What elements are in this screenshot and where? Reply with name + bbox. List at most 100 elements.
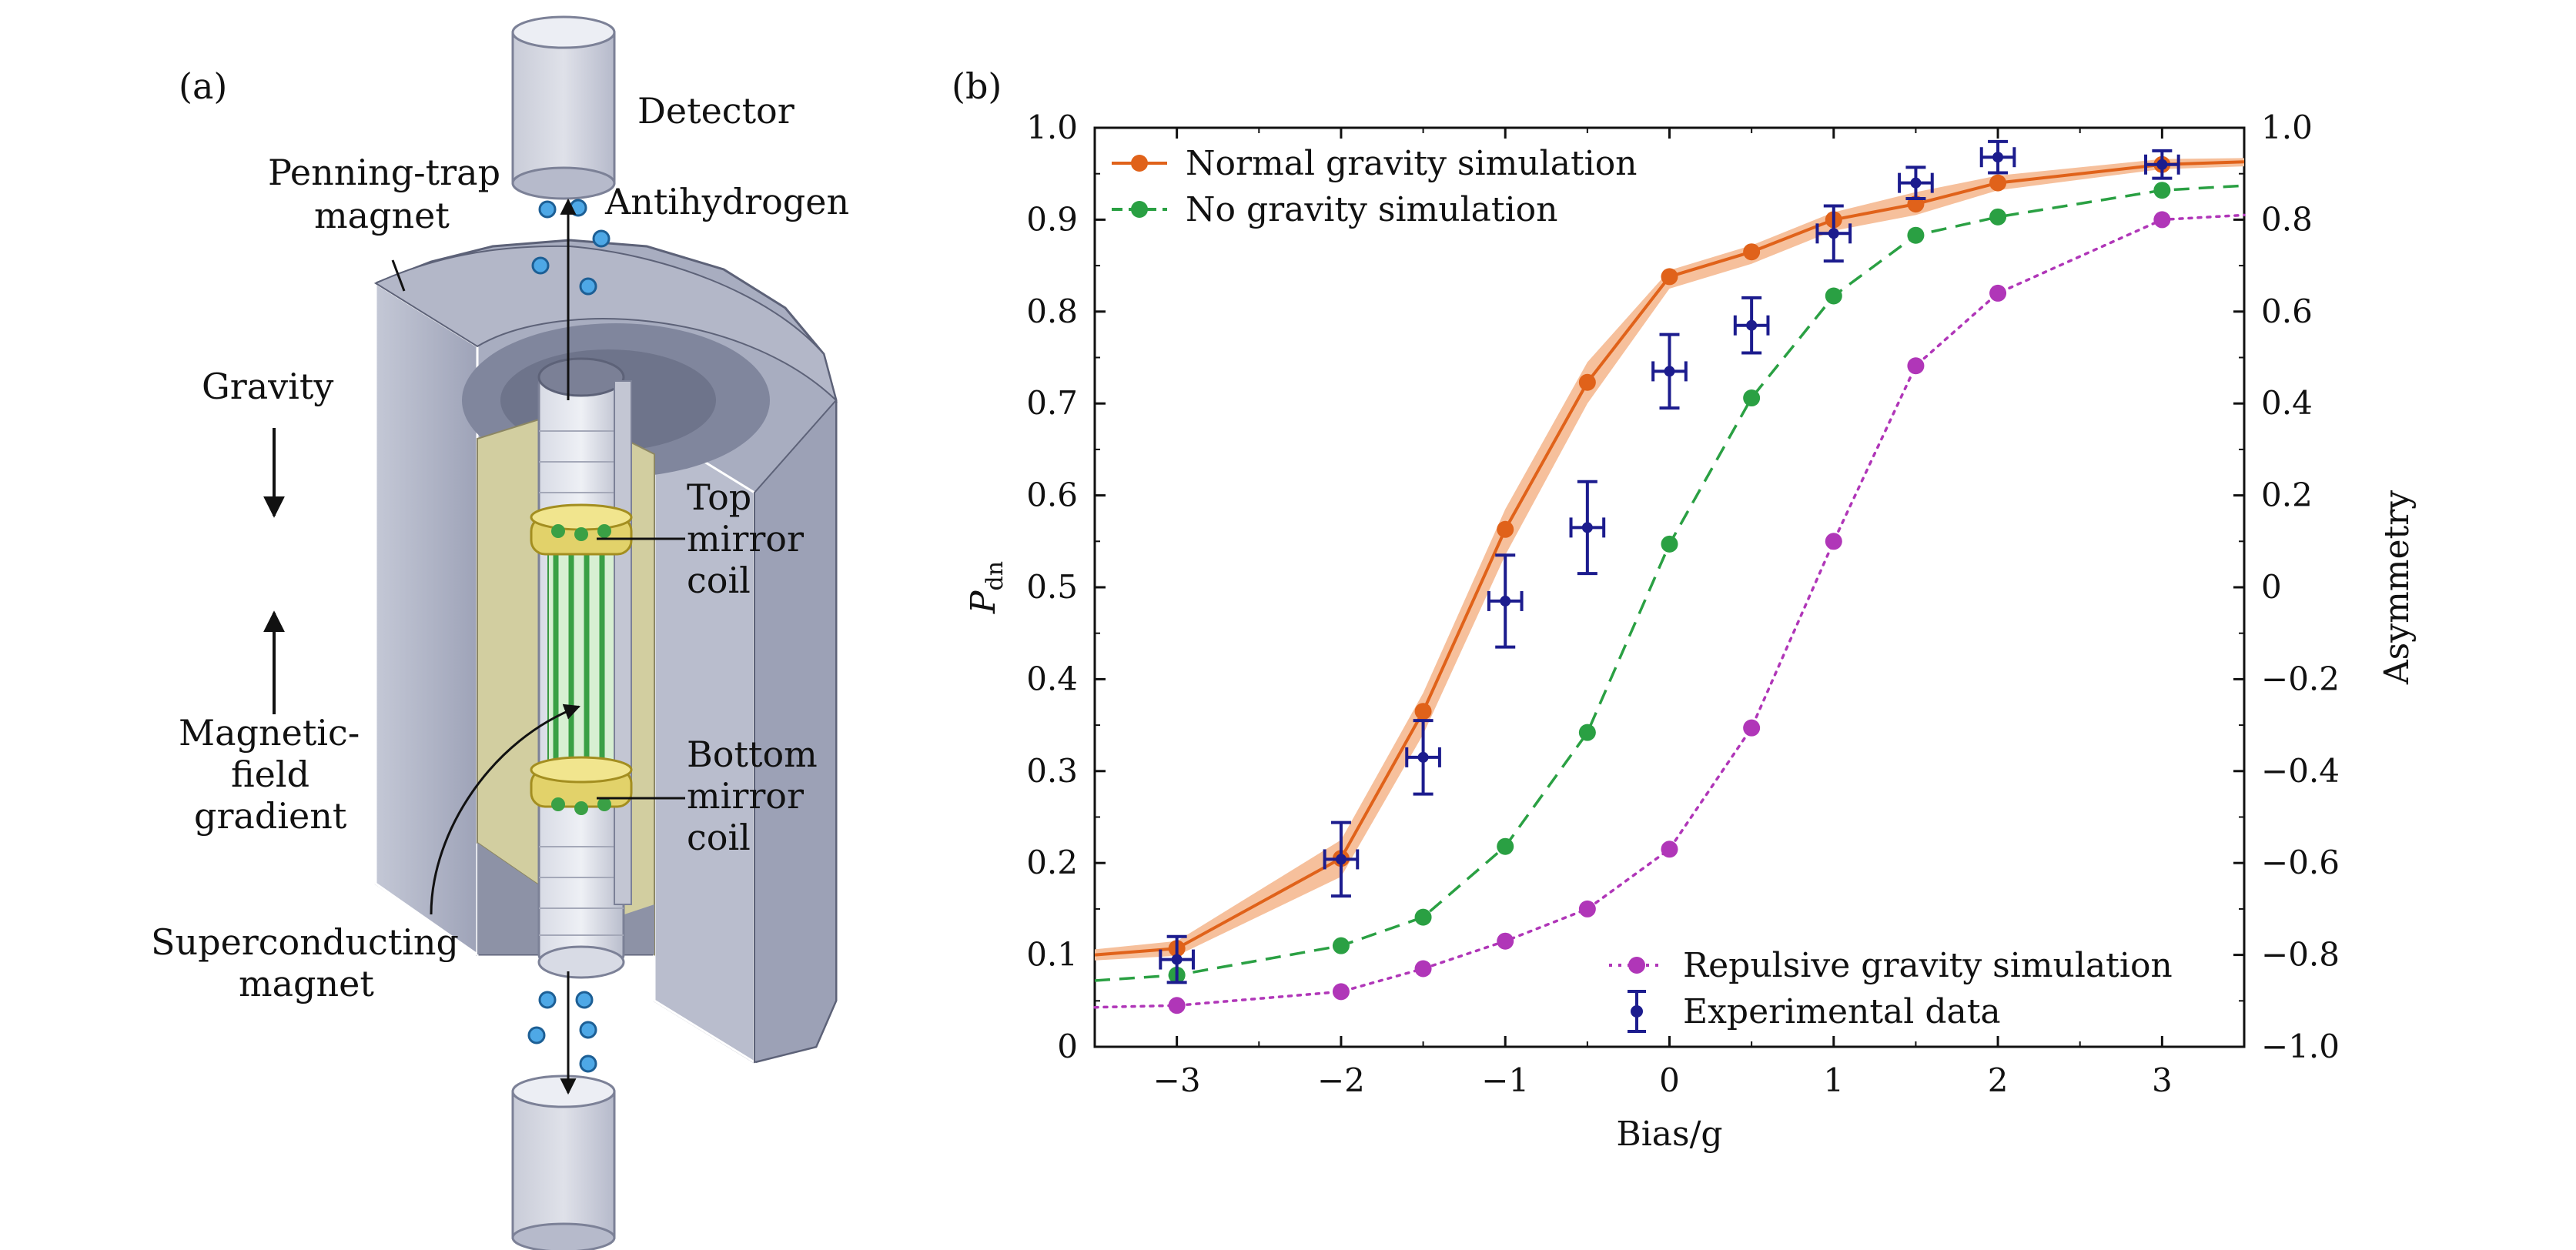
y-tick-label: 1.0 [1026, 109, 1078, 146]
y2-tick-label: −0.6 [2261, 844, 2340, 881]
y2-axis-label: Asymmetry [2377, 490, 2417, 685]
repulsive-gravity-point [1332, 983, 1350, 1001]
repulsive-gravity-point [1743, 719, 1761, 737]
bottom-coil-label-line2: mirror [687, 775, 804, 817]
legend-experimental-data: Experimental data [1628, 990, 2001, 1033]
experimental-data-point [1815, 204, 1852, 263]
legend-marker [1628, 957, 1645, 974]
y2-tick-label: 0.2 [2261, 476, 2313, 514]
y2-tick-label: −0.4 [2261, 752, 2340, 790]
no-gravity-point [1578, 724, 1596, 741]
y-tick-label: 0.7 [1026, 384, 1078, 422]
repulsive-gravity-point [1825, 533, 1842, 550]
y2-tick-label: 0.6 [2261, 292, 2313, 330]
y-axis-label: Pdn [964, 561, 1009, 614]
panel-a-label: (a) [179, 65, 227, 107]
penning-leader-line [391, 259, 406, 292]
y-tick-label: 0.1 [1026, 936, 1078, 974]
y-tick-label: 0.9 [1026, 200, 1078, 238]
exp-marker [1664, 366, 1675, 377]
top-mirror-coil-icon [530, 503, 633, 556]
experimental-data-point [1159, 934, 1195, 984]
exp-marker [1171, 954, 1183, 965]
experimental-data-point [1733, 296, 1770, 355]
experimental-data-point [1405, 719, 1441, 796]
no-gravity-point [1332, 937, 1350, 954]
top-detector-icon [511, 15, 616, 200]
y-tick-label: 0.2 [1026, 844, 1078, 881]
repulsive-gravity-point [1661, 841, 1678, 858]
normal-gravity-point [1497, 520, 1514, 538]
experimental-data-point [1323, 821, 1360, 898]
experimental-data-point [1569, 480, 1606, 576]
exp-marker [1417, 751, 1429, 763]
pdn-chart: (b) −3 −2 −1 0 1 2 3 0 0.1 0.2 0.3 0.4 0.5 0.6 0.7 0.8 0… [952, 65, 2417, 1154]
y2-tick-label: 1.0 [2261, 109, 2313, 146]
no-gravity-point [1989, 208, 2007, 226]
no-gravity-curve [1094, 184, 2245, 982]
y-axis-label-sub: dn [982, 561, 1009, 591]
no-gravity-point [1661, 535, 1678, 553]
bottom-coil-label-line1: Bottom [687, 734, 818, 775]
top-coil-label-line2: mirror [687, 518, 804, 560]
normal-gravity-point [1743, 243, 1761, 261]
repulsive-gravity-point [2153, 211, 2171, 229]
no-gravity-point [1907, 226, 1925, 244]
magfield-label-line2: field [231, 754, 309, 795]
y2-tick-label: 0.8 [2261, 200, 2313, 238]
repulsive-gravity-point [1497, 932, 1514, 950]
repulsive-gravity-point [1168, 997, 1186, 1014]
bottom-coil-label-line3: coil [687, 817, 751, 858]
exp-marker [1746, 319, 1758, 331]
normal-gravity-point [1989, 174, 2007, 192]
legend-no-gravity: No gravity simulation [1112, 190, 1557, 229]
top-coil-label-line3: coil [687, 560, 751, 601]
no-gravity-point [2153, 182, 2171, 199]
x-tick-label: −3 [1153, 1061, 1201, 1099]
magfield-label-line1: Magnetic- [179, 712, 360, 754]
electrode-tube-icon [537, 357, 632, 979]
normal-gravity-point [1414, 703, 1432, 720]
legend-exp-marker [1631, 1005, 1643, 1018]
legend-marker [1131, 201, 1148, 218]
x-axis-label: Bias/g [1616, 1115, 1722, 1154]
legend-marker [1131, 155, 1148, 172]
y-tick-label: 0.6 [1026, 476, 1078, 514]
x-tick-label: 1 [1823, 1061, 1844, 1099]
sc-magnet-label-line1: Superconducting [151, 921, 459, 963]
y-axis-label-main: P [964, 590, 1003, 614]
panel-b-label: (b) [952, 65, 1002, 107]
x-tick-label: 2 [1988, 1061, 2009, 1099]
experimental-data-point [1979, 139, 2016, 175]
penning-label-line2: magnet [314, 195, 450, 236]
exp-marker [1992, 152, 2004, 163]
legend-repulsive-gravity: Repulsive gravity simulation [1609, 946, 2173, 985]
experimental-data-point [1898, 165, 1934, 200]
no-gravity-point [1743, 389, 1761, 407]
repulsive-gravity-point [1907, 357, 1925, 375]
normal-gravity-point [1578, 373, 1596, 391]
no-gravity-point [1414, 908, 1432, 926]
bottom-detector-icon [511, 1075, 616, 1250]
antihydrogen-label: Antihydrogen [604, 181, 849, 222]
exp-marker [1581, 522, 1593, 533]
experimental-data-point [2144, 149, 2180, 180]
exp-marker [1500, 595, 1511, 607]
exp-marker [1828, 228, 1839, 239]
magfield-label-line3: gradient [194, 795, 347, 837]
y-tick-label: 0.8 [1026, 292, 1078, 330]
x-tick-label: 0 [1659, 1061, 1680, 1099]
experimental-data-point [1651, 333, 1688, 410]
exp-marker [1335, 854, 1347, 865]
legend-label: Repulsive gravity simulation [1683, 946, 2173, 985]
no-gravity-point [1825, 287, 1842, 305]
exp-marker [1910, 177, 1922, 189]
y2-tick-label: −0.8 [2261, 936, 2340, 974]
penning-label-line1: Penning-trap [268, 152, 500, 193]
repulsive-gravity-point [1989, 284, 2007, 302]
legend-label: Experimental data [1683, 992, 2001, 1031]
experimental-data-point [1487, 553, 1524, 649]
y-tick-label: 0.5 [1026, 568, 1078, 606]
sc-magnet-leader-line [430, 704, 580, 915]
